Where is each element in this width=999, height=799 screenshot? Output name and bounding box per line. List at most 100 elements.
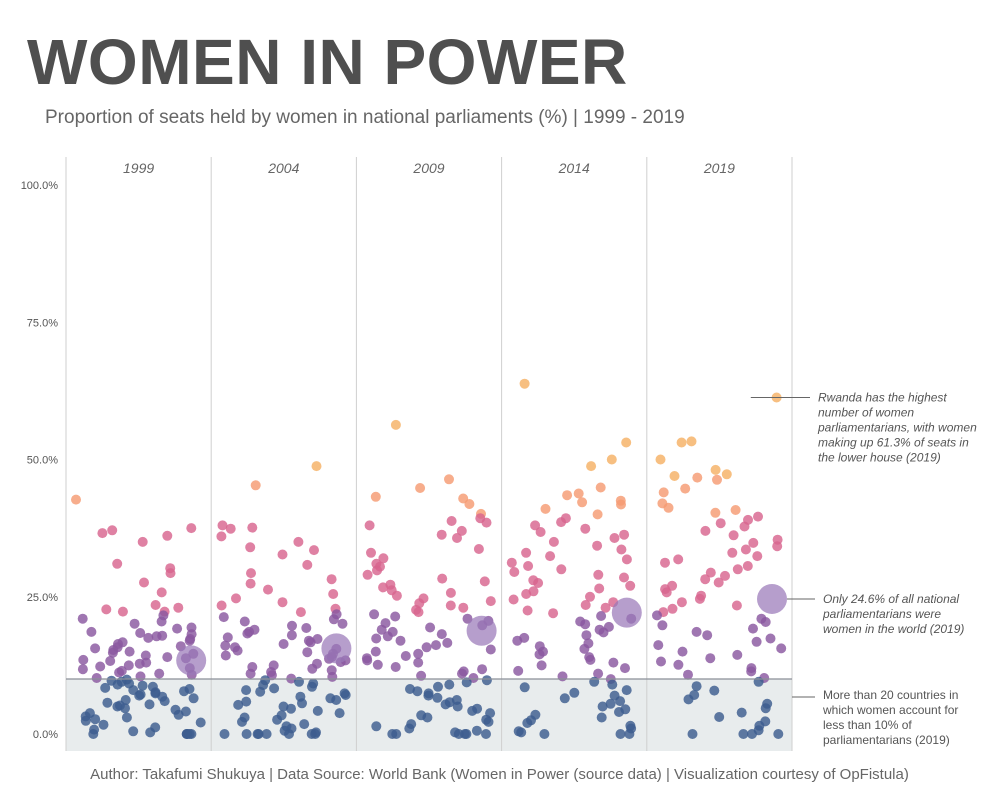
data-point [100,682,111,693]
data-point [548,536,559,547]
annotation-line: parliamentarians, with women [817,420,977,434]
data-point [101,604,112,615]
strip-chart: 0.0% 25.0% 50.0% 75.0% 100.0% 1999 2004 2009 20… [21,157,977,751]
data-point [391,590,402,601]
data-point [579,643,590,654]
data-point [232,645,243,656]
data-point [580,600,591,610]
data-point [548,608,559,619]
panel-2014: 2014 [506,160,642,739]
data-point [128,726,139,737]
annotation-rwanda: Rwanda has the highest number of women par… [750,390,977,464]
data-point [437,573,448,584]
data-point [216,600,227,611]
data-point [423,690,434,701]
data-point [732,564,743,575]
annotation-text: More than 20 countries in which women acc… [822,688,958,747]
data-point [580,619,591,630]
data-point [661,587,672,598]
data-point [702,630,713,641]
data-point [730,505,741,515]
annotation-line: Rwanda has the highest [818,390,947,404]
data-point [516,727,527,738]
data-point [105,656,116,666]
data-point [444,679,455,690]
data-point [284,729,294,739]
data-point [269,683,280,694]
data-point [250,480,261,491]
data-point [90,714,101,725]
data-point [225,523,236,534]
data-point [592,540,603,551]
data-point [144,699,155,710]
data-point [747,729,757,739]
data-point [217,520,228,531]
data-point [461,729,472,739]
data-point [473,544,484,554]
data-point [713,577,724,588]
data-point [277,597,288,608]
data-point [156,616,167,627]
data-point [305,637,316,648]
data-point [700,574,711,585]
data-point [710,464,721,475]
data-point [302,647,313,658]
data-point [252,729,263,739]
data-point [752,551,763,562]
data-point [765,633,776,644]
data-point [95,661,106,672]
data-point [508,594,519,605]
data-point [721,469,732,480]
data-point [521,589,532,599]
data-point [433,681,443,692]
data-point [660,557,670,568]
data-point [519,378,530,389]
data-point [521,547,532,558]
data-point [742,561,753,571]
data-point [328,614,339,625]
data-point [739,521,750,532]
data-point [536,660,547,671]
data-point [370,646,381,657]
data-point [71,494,81,505]
data-point [728,530,739,541]
data-point [467,705,478,716]
data-point [569,687,580,698]
data-point [91,673,102,683]
data-point [362,569,373,580]
data-point [667,603,678,614]
panel-year-label: 2019 [703,160,735,176]
data-point [156,587,167,598]
data-point [102,697,113,708]
page-subtitle: Proportion of seats held by women in nat… [45,107,685,128]
data-point [297,698,307,709]
data-point [121,712,132,723]
data-point [278,701,289,712]
data-point [370,491,381,502]
data-point [241,696,252,707]
data-point [593,668,604,679]
data-point [184,729,195,739]
data-point [593,569,604,580]
data-point [331,695,342,705]
data-point [188,693,199,704]
data-point [624,729,635,739]
data-point [592,509,603,520]
data-point [309,545,319,556]
data-point [395,635,406,646]
data-point [580,523,591,534]
data-point [306,729,317,739]
data-point [760,703,771,714]
data-point [506,557,517,568]
world-average-bubble [466,615,497,646]
data-point [326,574,337,585]
data-point [107,525,118,536]
data-point [364,520,375,531]
data-point [676,437,687,448]
data-point [442,637,453,648]
data-point [559,693,570,704]
data-point [676,597,687,608]
data-point [143,632,154,643]
data-point [772,541,783,552]
data-point [457,668,467,679]
